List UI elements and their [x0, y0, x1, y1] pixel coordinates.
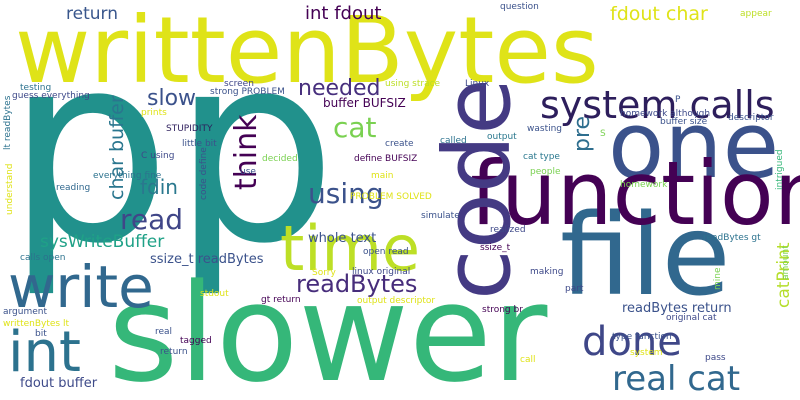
word: done: [582, 319, 682, 365]
word: people: [530, 167, 561, 177]
word: wasting: [527, 124, 563, 134]
word: code: [424, 78, 531, 300]
word: PROBLEM SOLVED: [350, 192, 432, 202]
word: char buffer: [106, 95, 128, 200]
word: testing: [20, 83, 52, 93]
word: gt return: [261, 295, 301, 305]
word: appear: [740, 9, 772, 19]
word: called: [440, 136, 467, 146]
word: tagged: [180, 336, 212, 346]
word: call: [520, 355, 536, 365]
word: buffer size: [660, 117, 708, 127]
word: p: [172, 0, 338, 301]
word: pass: [705, 353, 726, 363]
word: writtenBytes: [15, 0, 599, 104]
word: create: [385, 139, 414, 149]
word: amount: [781, 245, 791, 280]
word: system calls: [540, 83, 775, 127]
word: think: [229, 114, 264, 191]
word: write: [8, 253, 154, 321]
word: time: [280, 212, 421, 285]
word: cat: [333, 111, 377, 144]
word: using strace: [385, 79, 441, 89]
word: original cat: [666, 313, 717, 323]
word: homework: [620, 180, 668, 190]
word: output descriptor: [357, 296, 436, 306]
word: mine: [713, 267, 723, 290]
word: return: [160, 347, 188, 357]
word: making: [530, 267, 564, 277]
word: Sorry: [312, 268, 336, 278]
word: file: [560, 191, 731, 321]
word: main: [371, 171, 394, 181]
word: guess everything: [12, 91, 90, 101]
word: prints: [141, 108, 167, 118]
word: Linux: [465, 79, 490, 89]
word: return: [66, 4, 118, 24]
word: fdin: [140, 175, 178, 199]
word: one: [608, 92, 780, 199]
word: readBytes gt: [703, 233, 761, 243]
word: little bit: [182, 139, 217, 149]
word: ssize_t readBytes: [150, 252, 264, 267]
word: slower: [108, 255, 548, 400]
word: buffer BUFSIZ: [323, 96, 406, 110]
word: simulate: [421, 211, 460, 221]
word: function: [470, 142, 800, 245]
word: descriptor: [728, 113, 774, 123]
word: everything fine: [93, 171, 162, 181]
word: part: [565, 284, 584, 294]
word: code define: [199, 147, 209, 200]
word: readBytes return: [622, 301, 732, 316]
word: define BUFSIZ: [354, 154, 418, 164]
word: writtenBytes lt: [3, 319, 70, 329]
word: fdout buffer: [20, 376, 98, 391]
word: intrigued: [775, 149, 785, 190]
word: homework although: [620, 109, 711, 119]
word: sysWriteBuffer: [40, 232, 165, 252]
word: bit: [35, 329, 47, 339]
word: use: [240, 167, 256, 177]
word: system: [630, 348, 663, 358]
word: type function: [612, 332, 672, 342]
word: needed: [298, 76, 381, 101]
word: understand: [5, 163, 15, 215]
word: whole text: [308, 231, 377, 246]
word: cat type: [523, 152, 560, 162]
word: output: [487, 132, 517, 142]
word: strong br: [482, 305, 523, 315]
word: linux original: [352, 267, 411, 277]
word: STUPIDITY: [166, 124, 213, 134]
word: readBytes: [296, 270, 418, 298]
word: S: [600, 129, 606, 139]
word: question: [500, 2, 539, 12]
word: stdout: [200, 289, 229, 299]
word: lt readBytes: [3, 95, 13, 150]
word: realized: [490, 225, 526, 235]
word: pre: [570, 115, 595, 152]
word: int fdout: [305, 3, 382, 24]
word: P: [675, 95, 681, 105]
word: read: [120, 203, 184, 236]
word: reading: [56, 183, 91, 193]
word: real: [155, 327, 173, 337]
word: open read: [363, 247, 409, 257]
word: using: [308, 177, 384, 210]
word: screen: [224, 79, 254, 89]
word: real cat: [612, 359, 741, 399]
word: decided: [262, 154, 298, 164]
word: ssize_t: [480, 243, 511, 253]
word: strong PROBLEM: [210, 87, 285, 97]
word: calls open: [20, 253, 66, 263]
word: fdout char: [610, 3, 708, 25]
word: slow: [147, 86, 197, 111]
word: C using: [141, 151, 175, 161]
word: argument: [3, 307, 48, 317]
word: int: [8, 320, 82, 385]
word: p: [6, 0, 172, 301]
